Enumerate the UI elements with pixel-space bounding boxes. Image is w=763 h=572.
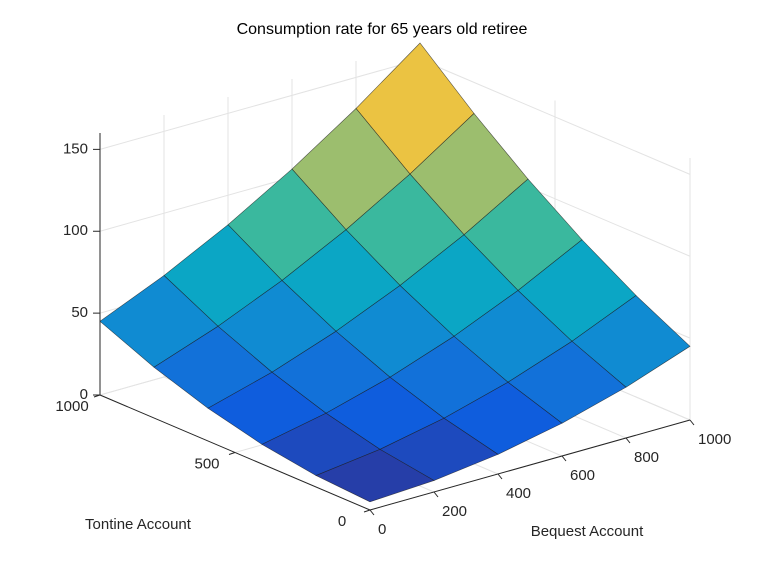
x-tick-label: 1000: [55, 398, 88, 415]
z-tick-label: 0: [80, 386, 88, 403]
z-tick-label: 100: [63, 222, 88, 239]
y-tick: [497, 473, 503, 480]
x-tick: [363, 509, 371, 513]
y-tick: [625, 437, 631, 444]
x-axis-label: Tontine Account: [85, 516, 192, 533]
chart-title: Consumption rate for 65 years old retire…: [237, 21, 528, 38]
y-tick-label: 200: [442, 503, 467, 520]
y-axis-label: Bequest Account: [531, 523, 644, 540]
y-tick: [433, 491, 439, 498]
y-tick: [369, 509, 375, 516]
y-axis-line: [369, 419, 691, 511]
z-tick-label: 150: [63, 140, 88, 157]
surface: [99, 42, 691, 503]
x-tick-label: 0: [338, 513, 346, 530]
y-tick-label: 600: [570, 467, 595, 484]
x-tick-label: 500: [194, 455, 219, 472]
surface-patch: [315, 449, 435, 503]
grid-line: [99, 58, 421, 150]
y-tick-label: 1000: [698, 431, 731, 448]
grid-line: [419, 58, 691, 175]
y-tick: [689, 419, 695, 426]
y-tick: [561, 455, 567, 462]
y-tick-label: 0: [378, 521, 386, 538]
y-tick-label: 400: [506, 485, 531, 502]
z-tick-label: 50: [71, 304, 88, 321]
x-tick: [228, 452, 236, 455]
y-tick-label: 800: [634, 449, 659, 466]
